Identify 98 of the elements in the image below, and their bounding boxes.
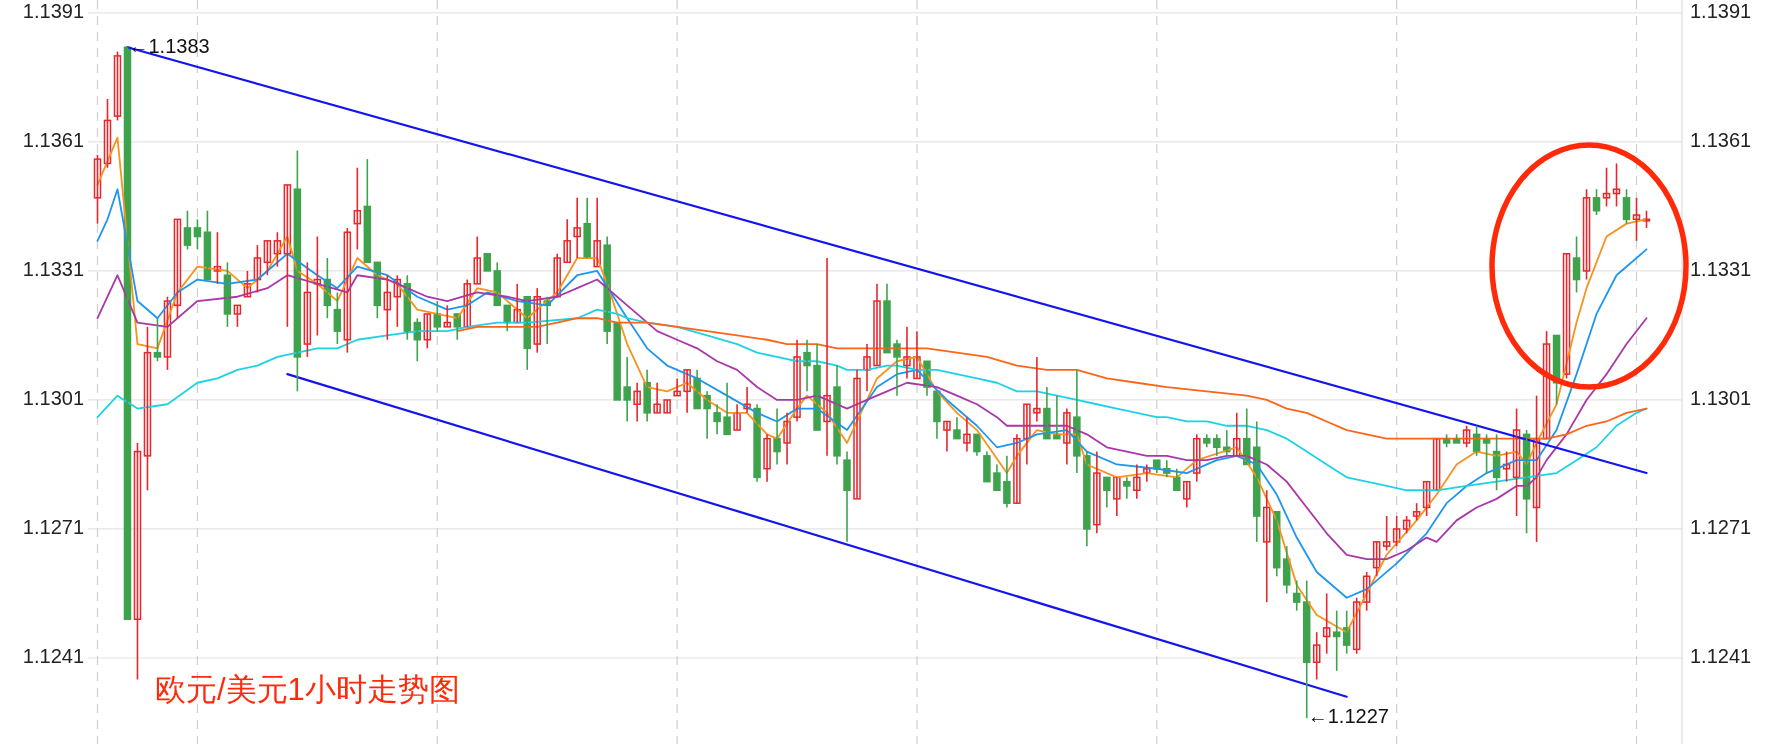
candlestick [243, 270, 252, 298]
candlestick [1532, 394, 1541, 543]
candlestick [763, 433, 771, 483]
candlestick [1422, 480, 1431, 517]
candlestick [1033, 356, 1041, 423]
candlestick [1582, 188, 1591, 281]
candlestick [1542, 330, 1551, 440]
candlestick [273, 231, 282, 268]
candlestick [1512, 407, 1521, 517]
candlestick [383, 274, 392, 341]
candlestick [873, 283, 881, 367]
candlestick [1462, 424, 1471, 449]
candlestick [793, 338, 801, 423]
candlestick [93, 154, 102, 225]
candlestick [1093, 450, 1101, 535]
candlestick [133, 442, 142, 681]
candlestick [163, 295, 172, 371]
candlestick [1193, 433, 1201, 483]
y-tick-label: 1.1361 [22, 129, 84, 152]
candlestick [1392, 515, 1401, 547]
candlestick [1372, 541, 1381, 578]
candlestick [1432, 437, 1441, 492]
candlestick [1143, 463, 1151, 483]
candlestick [1133, 463, 1141, 500]
candlestick [733, 403, 741, 431]
y2-tick-label: 1.1331 [1690, 258, 1752, 281]
candlestick [173, 218, 182, 320]
candlestick [1362, 571, 1371, 612]
candlestick [1502, 450, 1511, 483]
candlestick [353, 166, 362, 251]
candlestick [663, 399, 671, 414]
candlestick [1382, 515, 1391, 552]
candlestick [313, 235, 322, 337]
annotation: ←1.1227 [1307, 705, 1389, 728]
candlestick [553, 252, 561, 298]
candlestick [593, 197, 601, 268]
candlestick [673, 377, 681, 397]
line-series [96, 188, 1648, 599]
y-tick-label: 1.1271 [22, 516, 84, 539]
annotation: ←1.1383 [128, 34, 210, 57]
candlestick [213, 231, 222, 285]
candlestick [853, 369, 861, 500]
y2-tick-label: 1.1391 [1690, 0, 1752, 23]
candlestick [393, 274, 402, 328]
candlestick [963, 416, 971, 453]
candlestick [653, 381, 661, 414]
candlestick [1233, 412, 1241, 457]
y2-tick-label: 1.1361 [1690, 129, 1752, 152]
candlestick [633, 381, 641, 423]
y2-tick-label: 1.1271 [1690, 516, 1752, 539]
candlestick [573, 197, 581, 259]
candlestick [473, 235, 482, 285]
candlestick [303, 261, 312, 358]
candlestick [343, 227, 352, 354]
candlestick [1562, 252, 1571, 380]
candlestick [463, 278, 472, 328]
candlestick [113, 50, 122, 122]
candlestick [1352, 596, 1361, 655]
candlestick [253, 244, 262, 294]
candlestick [103, 98, 112, 169]
candlestick [143, 326, 152, 492]
candlestick [743, 386, 751, 414]
candlestick [1322, 592, 1331, 655]
candlestick [263, 240, 272, 277]
line-series [96, 274, 1648, 560]
candlestick [1632, 197, 1641, 242]
candlestick [913, 330, 921, 380]
y2-tick-label: 1.1301 [1690, 387, 1752, 410]
candlestick [823, 257, 831, 457]
candlestick [1013, 433, 1021, 504]
candlestick [1312, 631, 1321, 681]
candlestick [903, 326, 911, 380]
candlestick [563, 218, 571, 264]
candlestick [863, 343, 871, 393]
candlestick [233, 304, 242, 328]
line-series [96, 308, 1648, 492]
y-tick-label: 1.1241 [22, 645, 84, 668]
candlestick [513, 283, 521, 324]
candlestick [1612, 162, 1621, 208]
candlestick [613, 321, 621, 401]
text: 欧元/美元1小时走势图 [155, 672, 460, 707]
candlestick [443, 304, 452, 328]
candlestick [683, 369, 691, 414]
candlestick [1063, 407, 1071, 466]
candlestick [283, 184, 292, 328]
candlestick [423, 313, 432, 350]
candlestick [533, 287, 541, 354]
y-tick-label: 1.1301 [22, 387, 84, 410]
candlestick [1263, 489, 1271, 603]
candlestick [943, 420, 951, 453]
candlestick [783, 412, 791, 466]
candlestick [1602, 166, 1611, 208]
y-tick-label: 1.1391 [22, 0, 84, 23]
y-tick-label: 1.1331 [22, 258, 84, 281]
candlestick [1023, 403, 1031, 466]
candlestick [1183, 480, 1191, 509]
candlestick [1113, 476, 1121, 517]
y2-tick-label: 1.1241 [1690, 645, 1752, 668]
